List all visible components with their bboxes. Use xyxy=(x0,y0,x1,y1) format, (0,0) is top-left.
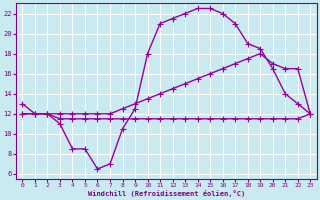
X-axis label: Windchill (Refroidissement éolien,°C): Windchill (Refroidissement éolien,°C) xyxy=(88,190,245,197)
